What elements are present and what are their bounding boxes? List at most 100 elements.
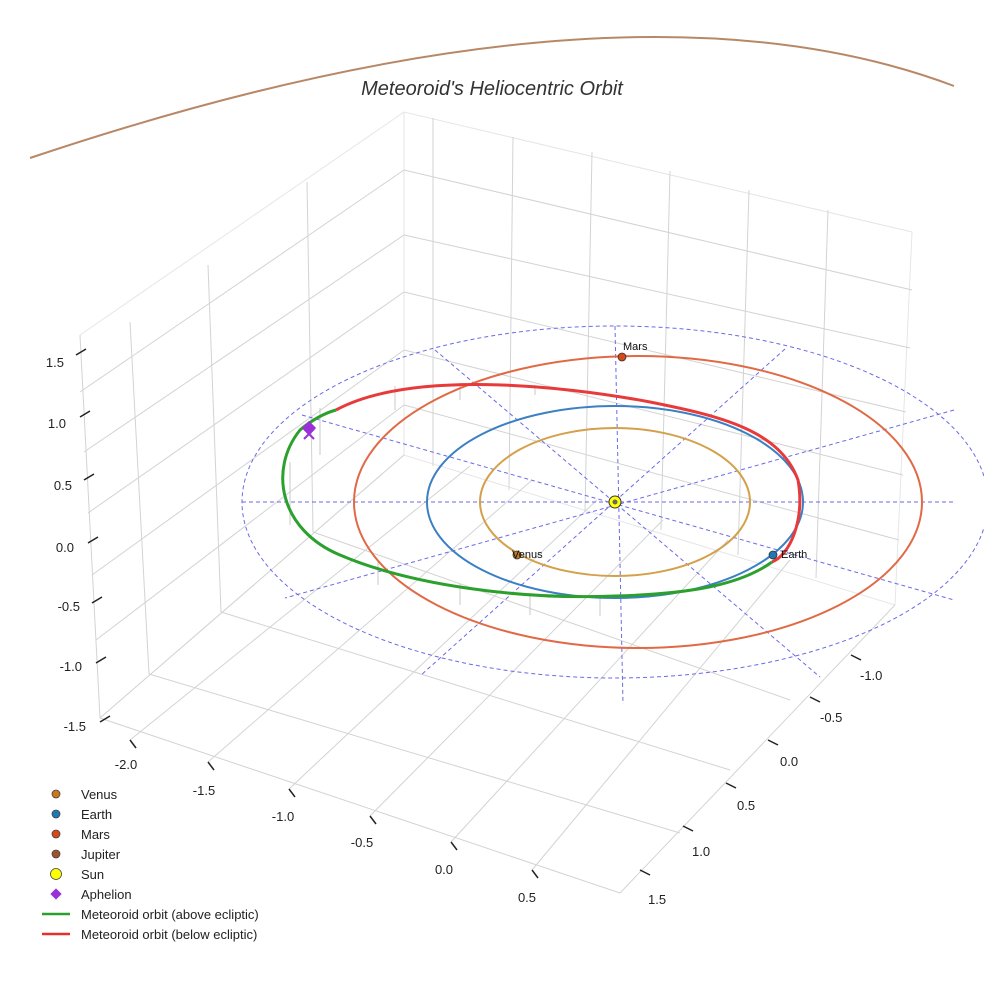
grid-floor <box>99 717 621 894</box>
y-axis: -1.0 -0.5 0.0 0.5 1.0 1.5 <box>639 654 882 907</box>
grid-floor <box>369 519 664 817</box>
z-tick-mark <box>75 348 87 356</box>
z-tick-label: 1.5 <box>46 355 64 370</box>
grid-h <box>403 404 900 541</box>
grid-v <box>306 181 314 533</box>
grid-h <box>403 234 911 349</box>
grid-floor <box>129 465 471 741</box>
legend: Venus Earth Mars Jupiter Sun Aphelion Me… <box>42 787 259 942</box>
legend-label-venus: Venus <box>81 787 118 802</box>
grid-floor-edge <box>99 454 405 719</box>
z-axis: 1.5 1.0 0.5 0.0 -0.5 -1.0 -1.5 <box>46 348 111 734</box>
grid-floor <box>148 673 681 834</box>
x-tick-label: -2.0 <box>115 757 137 772</box>
legend-label-earth: Earth <box>81 807 112 822</box>
x-tick-mark <box>207 761 215 771</box>
x-tick-label: 0.5 <box>518 890 536 905</box>
earth-orbit <box>426 405 804 599</box>
earth-marker <box>768 550 778 560</box>
z-tick-label: 0.5 <box>54 478 72 493</box>
x-tick-label: -1.0 <box>272 809 294 824</box>
pane-back-outline <box>79 111 913 606</box>
legend-label-above-ecliptic: Meteoroid orbit (above ecliptic) <box>81 907 259 922</box>
x-tick-mark <box>369 815 377 825</box>
grid-h <box>87 291 405 514</box>
legend-label-aphelion: Aphelion <box>81 887 132 902</box>
z-tick-mark <box>91 596 103 604</box>
x-tick-label: 0.0 <box>435 862 453 877</box>
grid-v <box>129 321 150 675</box>
x-tick-label: -0.5 <box>351 835 373 850</box>
grid-v <box>660 170 671 531</box>
chart-title: Meteoroid's Heliocentric Orbit <box>361 78 624 100</box>
legend-label-jupiter: Jupiter <box>81 847 121 862</box>
pane-floor-outline <box>99 454 896 719</box>
z-tick-mark <box>87 536 99 544</box>
legend-sun-marker <box>50 868 62 880</box>
sun-core <box>612 499 618 505</box>
z-tick-mark <box>99 715 111 723</box>
y-tick-mark <box>725 782 737 789</box>
ecliptic-ray <box>301 414 955 601</box>
z-tick-mark <box>79 410 91 418</box>
y-tick-label: 1.0 <box>692 844 710 859</box>
z-tick-mark <box>83 473 95 481</box>
mars-marker <box>617 352 627 362</box>
meteoroid-orbit-above-ecliptic <box>281 408 773 599</box>
aphelion-x-marker <box>303 428 315 440</box>
venus-label: Venus <box>512 549 543 561</box>
y-tick-mark <box>809 696 821 703</box>
z-tick-label: 1.0 <box>48 416 66 431</box>
ecliptic-ray <box>284 409 955 599</box>
grid-h <box>79 169 405 393</box>
legend-mars-marker <box>51 829 61 839</box>
drop-lines <box>289 383 601 616</box>
earth-label: Earth <box>781 549 807 561</box>
legend-label-below-ecliptic: Meteoroid orbit (below ecliptic) <box>81 927 257 942</box>
grid-floor <box>450 539 729 843</box>
y-tick-mark <box>767 739 779 746</box>
x-tick-mark <box>288 788 296 798</box>
meteoroid-orbit-below-ecliptic <box>335 383 802 564</box>
grid-lines <box>79 118 913 894</box>
y-tick-mark <box>639 869 651 876</box>
mars-orbit <box>353 355 923 649</box>
z-tick-label: -1.0 <box>60 659 82 674</box>
mars-label: Mars <box>623 341 648 353</box>
grid-h <box>83 234 405 453</box>
ecliptic-ray <box>419 348 786 677</box>
z-tick-label: -0.5 <box>58 599 80 614</box>
y-tick-label: 0.0 <box>780 754 798 769</box>
y-tick-label: 1.5 <box>648 892 666 907</box>
y-tick-mark <box>850 654 862 661</box>
x-tick-mark <box>531 869 539 879</box>
grid-h <box>91 349 405 576</box>
grid-z-left <box>79 334 101 719</box>
z-tick-label: 0.0 <box>56 540 74 555</box>
x-tick-mark <box>129 739 137 749</box>
z-tick-label: -1.5 <box>64 719 86 734</box>
grid-v <box>207 264 222 613</box>
grid-floor <box>288 499 598 790</box>
legend-jupiter-marker <box>51 849 61 859</box>
grid-floor <box>531 559 791 871</box>
y-tick-mark <box>682 825 694 832</box>
legend-label-mars: Mars <box>81 827 110 842</box>
grid-h <box>403 349 904 476</box>
ecliptic-ray <box>434 349 821 678</box>
ecliptic-ray <box>614 325 624 705</box>
grid-floor <box>312 531 791 701</box>
grid-v <box>584 151 593 513</box>
grid-floor <box>207 480 532 763</box>
legend-earth-marker <box>51 809 61 819</box>
grid-floor <box>220 611 731 771</box>
y-tick-label: 0.5 <box>737 798 755 813</box>
x-tick-label: -1.5 <box>193 783 215 798</box>
y-tick-label: -0.5 <box>820 710 842 725</box>
grid-v <box>815 209 829 579</box>
y-tick-label: -1.0 <box>860 668 882 683</box>
z-tick-mark <box>95 656 107 664</box>
legend-aphelion-marker <box>50 888 62 900</box>
x-tick-mark <box>450 841 458 851</box>
